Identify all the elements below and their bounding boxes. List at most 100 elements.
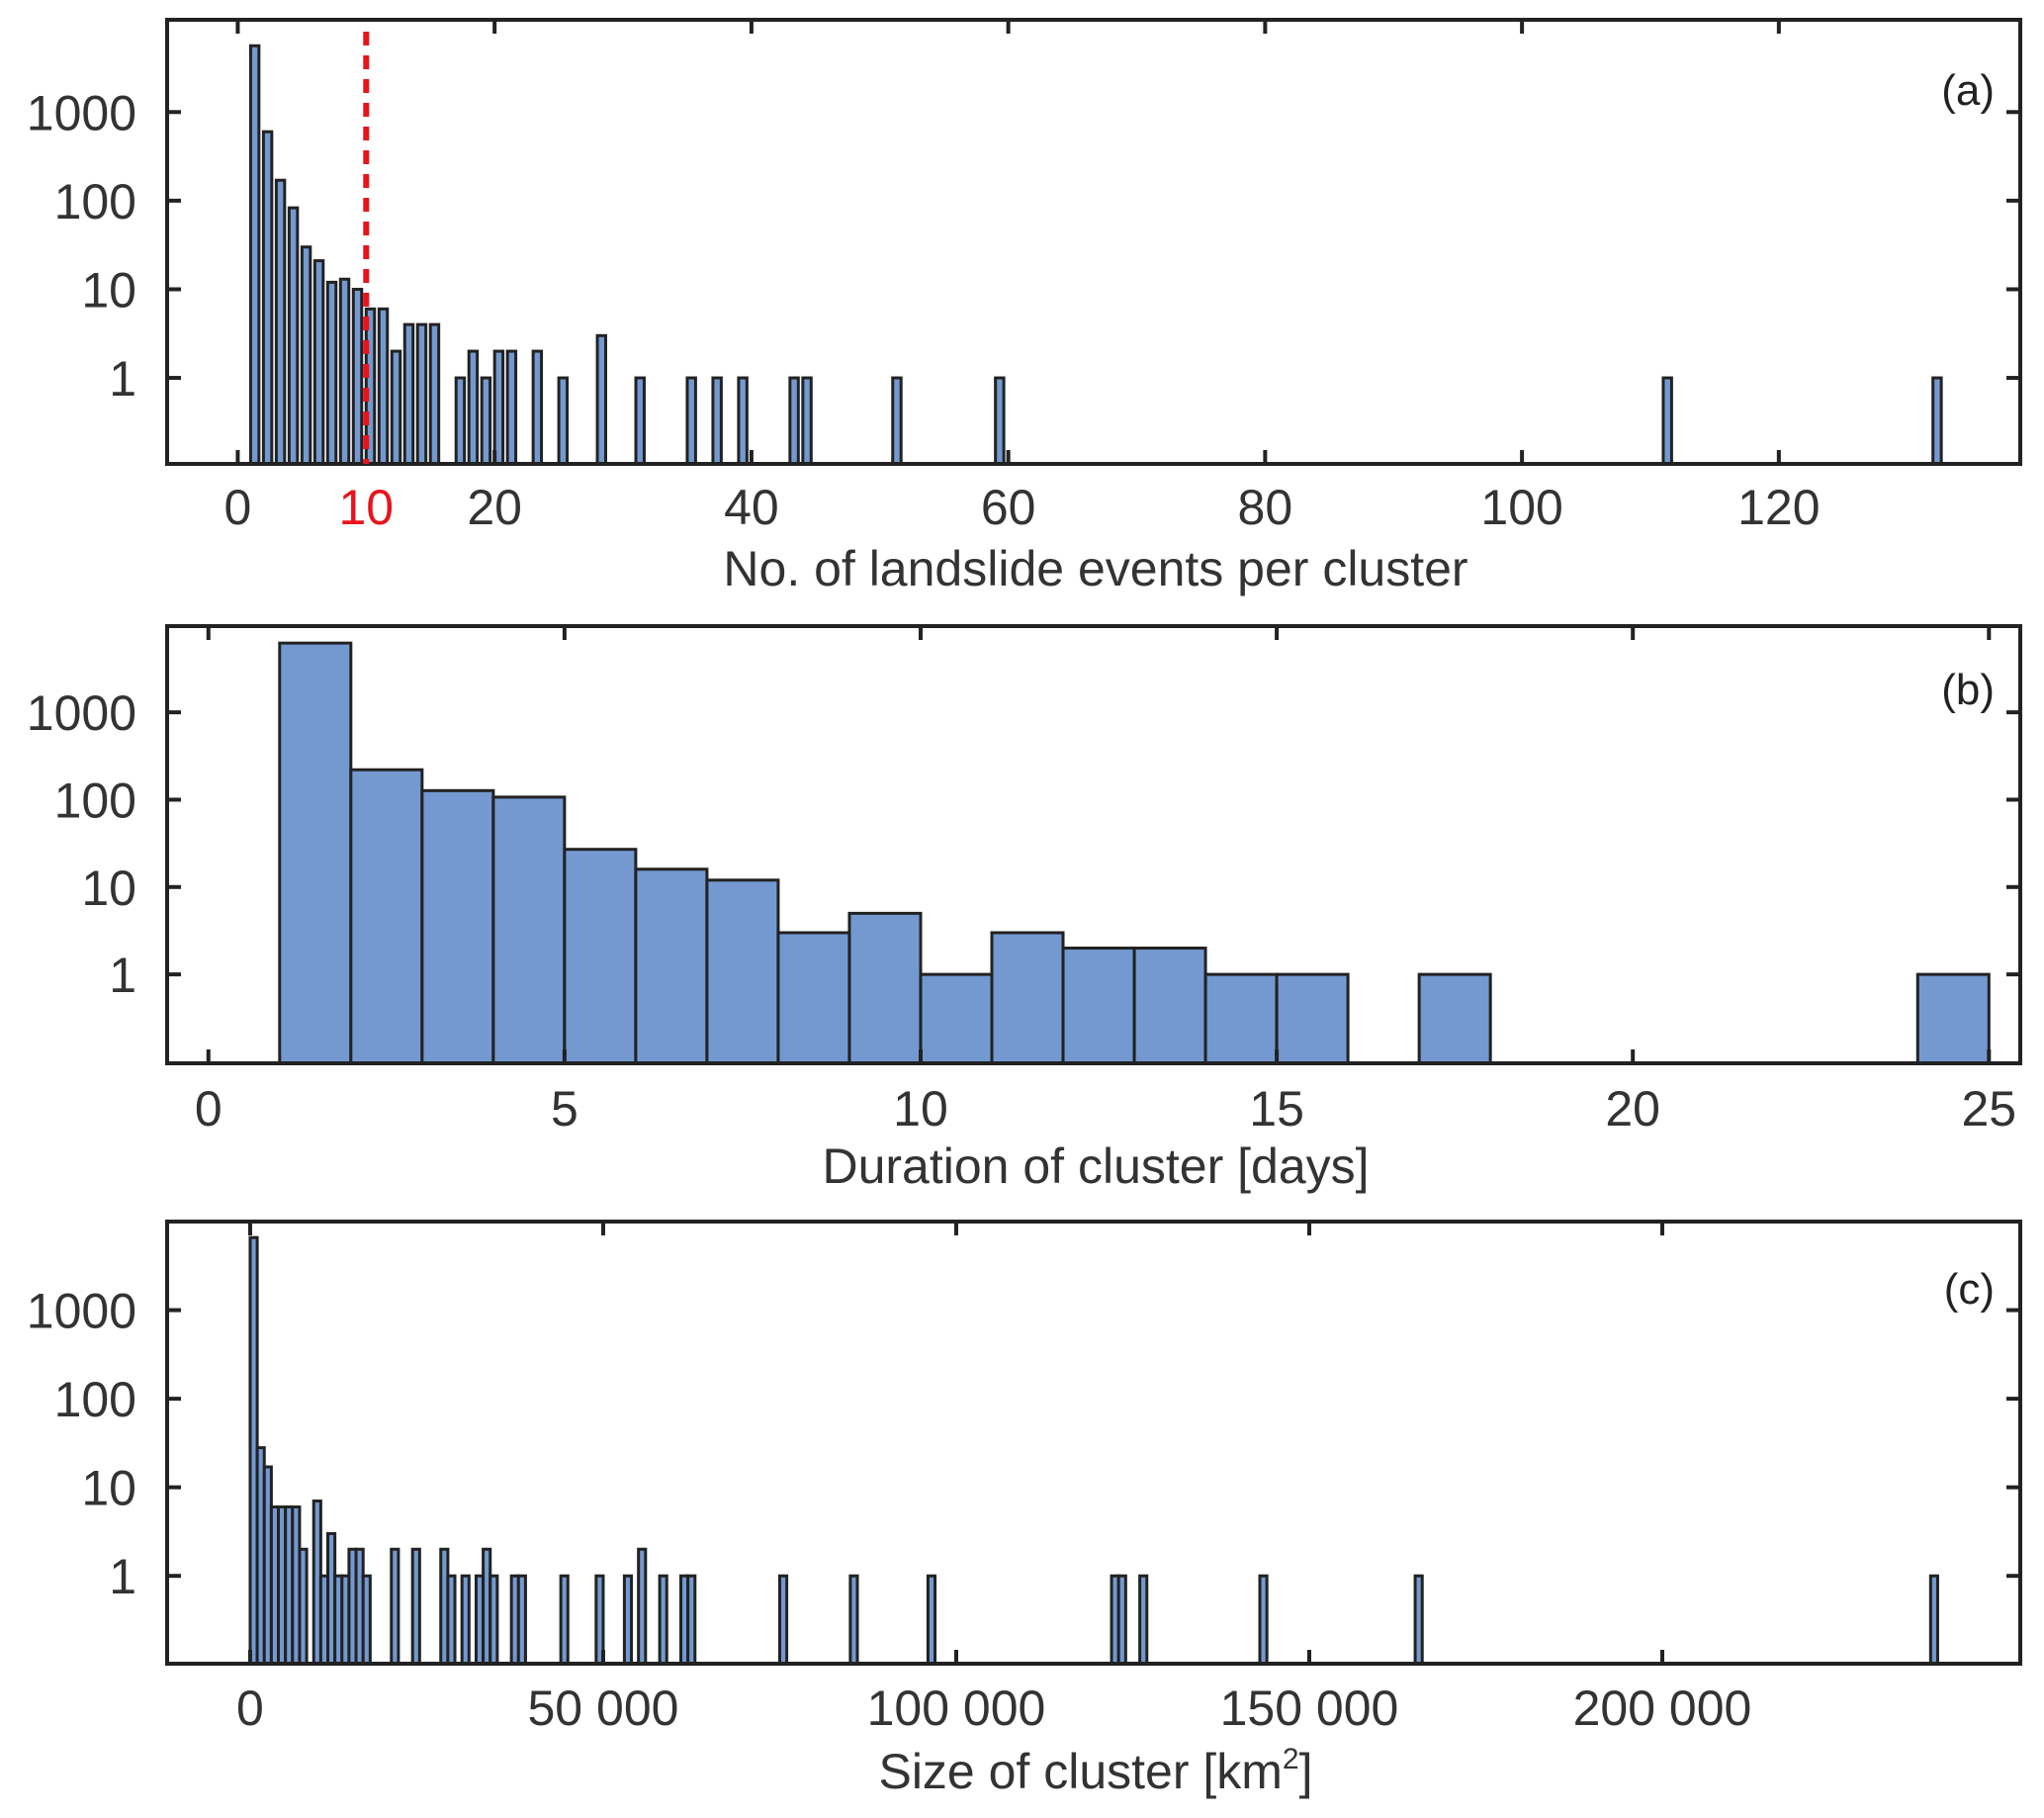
y-tick-label: 1	[109, 948, 136, 1003]
histogram-bar	[711, 376, 723, 466]
x-tick-label: 15	[1249, 1081, 1304, 1136]
x-tick-label: 20	[467, 480, 522, 535]
histogram-bar	[801, 376, 813, 466]
x-axis-label: No. of landslide events per cluster	[723, 541, 1467, 596]
histogram-bar	[377, 307, 390, 466]
histogram-bar	[489, 1574, 499, 1666]
x-tick-label: 150 000	[1220, 1681, 1399, 1736]
histogram-bar	[685, 376, 697, 466]
y-tick-label: 1000	[27, 685, 136, 741]
histogram-bar	[505, 349, 518, 466]
axes-frame	[165, 18, 2022, 466]
histogram-bar	[1116, 1574, 1127, 1666]
x-tick-label: 50 000	[528, 1681, 679, 1736]
histogram-bar	[402, 322, 415, 466]
y-tick-label: 10	[81, 861, 136, 916]
x-tick-label: 5	[551, 1081, 578, 1136]
x-tick-label: 20	[1605, 1081, 1660, 1136]
histogram-bar	[531, 349, 544, 466]
panel-label: (b)	[1941, 666, 1995, 714]
histogram-bar	[1915, 972, 1991, 1065]
y-tick-label: 1	[109, 1549, 136, 1604]
y-tick-label: 100	[54, 773, 136, 828]
x-axis-label-text: Duration of cluster [days]	[822, 1138, 1369, 1194]
histogram-bar	[415, 322, 428, 466]
y-tick-label: 1000	[27, 85, 136, 140]
histogram-bar	[349, 768, 424, 1065]
histogram-bar	[658, 1574, 668, 1666]
histogram-bar	[926, 1574, 937, 1666]
histogram-bar	[454, 376, 467, 466]
histogram-bar	[737, 376, 749, 466]
y-tick-label: 1	[109, 351, 136, 407]
histogram-bar	[595, 333, 608, 466]
histogram-bar	[287, 206, 300, 466]
y-tick-label: 10	[81, 262, 136, 318]
histogram-bar	[420, 788, 495, 1065]
x-tick-label: 200 000	[1573, 1681, 1752, 1736]
panel-b: 0 5 10 15 20 25 1 10 100 1000 Duration of cluster …	[27, 624, 2022, 1194]
histogram-bar	[300, 245, 312, 466]
histogram-bar	[563, 848, 638, 1065]
histogram-bar	[338, 277, 351, 466]
histogram-bar	[516, 1574, 527, 1666]
histogram-bar	[1931, 376, 1943, 466]
x-tick-label: 25	[1961, 1081, 2016, 1136]
x-tick-label: 120	[1737, 480, 1820, 535]
threshold-label: 10	[338, 480, 394, 535]
histogram-bar	[994, 376, 1006, 466]
histogram-bar	[1928, 1574, 1939, 1666]
histogram-bar	[312, 259, 325, 466]
histogram-bar	[278, 641, 353, 1065]
histogram-bar	[1661, 376, 1673, 466]
histogram-bar	[325, 280, 338, 466]
x-axis-label-text: No. of landslide events per cluster	[723, 541, 1467, 596]
histogram-bar	[446, 1574, 457, 1666]
histogram-bar	[705, 878, 780, 1065]
y-tick-label: 10	[81, 1461, 136, 1516]
x-tick-label: 100	[1480, 480, 1562, 535]
panel-c: 0 50 000 100 000 150 000 200 000 1 10 100 1000 Si…	[27, 1220, 2022, 1799]
histogram-bar	[261, 130, 274, 466]
histogram-bar	[480, 376, 492, 466]
histogram-bar	[919, 972, 994, 1065]
histogram-bar	[637, 1547, 648, 1666]
y-tick-label: 100	[54, 174, 136, 229]
x-tick-label: 0	[236, 1681, 264, 1736]
x-tick-label: 100 000	[867, 1681, 1046, 1736]
y-tick-label: 1000	[27, 1284, 136, 1339]
histogram-bar	[248, 44, 261, 466]
histogram-bar	[634, 376, 646, 466]
histogram-bar	[788, 376, 800, 466]
histogram-bar	[622, 1574, 634, 1666]
histogram-bar	[776, 931, 851, 1065]
panel-label: (a)	[1941, 66, 1995, 115]
histogram-bar	[1203, 972, 1279, 1065]
x-tick-label: 0	[195, 1081, 222, 1136]
histogram-bar	[351, 287, 364, 466]
histogram-bar	[460, 1574, 471, 1666]
histogram-bar	[361, 1574, 372, 1666]
histogram-bar	[1138, 1574, 1149, 1666]
histogram-bar	[634, 867, 709, 1065]
histogram-bar	[1275, 972, 1350, 1065]
histogram-bar	[274, 178, 287, 466]
histogram-bar	[686, 1574, 697, 1666]
histogram-bar	[492, 349, 505, 466]
histogram-bar	[559, 1574, 570, 1666]
x-axis-label: Size of cluster [km2]	[878, 1743, 1312, 1799]
x-axis-label-end: ]	[1299, 1744, 1313, 1799]
histogram-bar	[298, 1547, 309, 1666]
axes-frame	[165, 624, 2022, 1065]
histogram-bar	[1413, 1574, 1424, 1666]
x-tick-label: 0	[224, 480, 252, 535]
axes-frame	[165, 1220, 2022, 1666]
histogram-bar	[990, 931, 1065, 1065]
histogram-bar	[848, 1574, 859, 1666]
y-tick-label: 100	[54, 1372, 136, 1427]
x-axis-label-superscript: 2	[1283, 1743, 1299, 1775]
histogram-bar	[1417, 972, 1492, 1065]
x-axis-label: Duration of cluster [days]	[822, 1138, 1369, 1194]
